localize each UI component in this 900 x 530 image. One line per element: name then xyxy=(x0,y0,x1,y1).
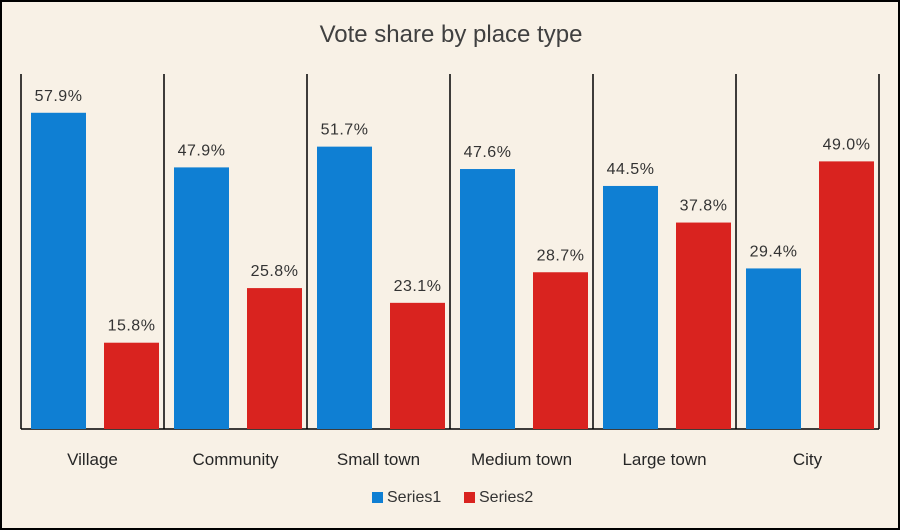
category-label: Large town xyxy=(622,450,706,469)
chart-title: Vote share by place type xyxy=(320,21,583,48)
bar-series1 xyxy=(460,169,515,429)
data-label: 28.7% xyxy=(537,247,585,264)
legend-label: Series2 xyxy=(479,489,533,506)
value-labels: 57.9% 15.8% 47.9% 25.8% 51.7% 23.1% 47.6% 28.7%… xyxy=(35,88,871,335)
data-label: 15.8% xyxy=(108,318,156,335)
data-label: 29.4% xyxy=(750,243,798,260)
legend-label: Series1 xyxy=(387,489,441,506)
data-label: 37.8% xyxy=(680,198,728,215)
legend: Series1 Series2 xyxy=(372,489,533,506)
data-label: 47.9% xyxy=(178,142,226,159)
bar-series1 xyxy=(603,185,658,429)
bars xyxy=(31,112,874,430)
bar-series2 xyxy=(676,222,731,429)
bar-series1 xyxy=(317,146,372,429)
category-label: Village xyxy=(67,450,118,469)
bar-series2 xyxy=(390,302,445,429)
category-label: Community xyxy=(193,450,279,469)
category-label: City xyxy=(793,450,823,469)
bar-series1 xyxy=(31,112,86,430)
data-label: 51.7% xyxy=(321,122,369,139)
bar-series2 xyxy=(247,288,302,429)
category-label: Small town xyxy=(337,450,420,469)
data-label: 47.6% xyxy=(464,144,512,161)
data-label: 49.0% xyxy=(823,136,871,153)
category-label: Medium town xyxy=(471,450,572,469)
data-label: 44.5% xyxy=(607,161,655,178)
data-label: 57.9% xyxy=(35,88,83,105)
data-label: 25.8% xyxy=(251,263,299,280)
bar-series2 xyxy=(104,342,159,429)
bar-series2 xyxy=(819,161,874,429)
bar-series2 xyxy=(533,272,588,429)
legend-swatch xyxy=(464,492,475,503)
bar-series1 xyxy=(174,167,229,429)
data-label: 23.1% xyxy=(394,278,442,295)
bar-series1 xyxy=(746,268,801,429)
legend-swatch xyxy=(372,492,383,503)
category-separators xyxy=(20,74,880,430)
category-labels: Village Community Small town Medium town Lar… xyxy=(67,450,823,469)
